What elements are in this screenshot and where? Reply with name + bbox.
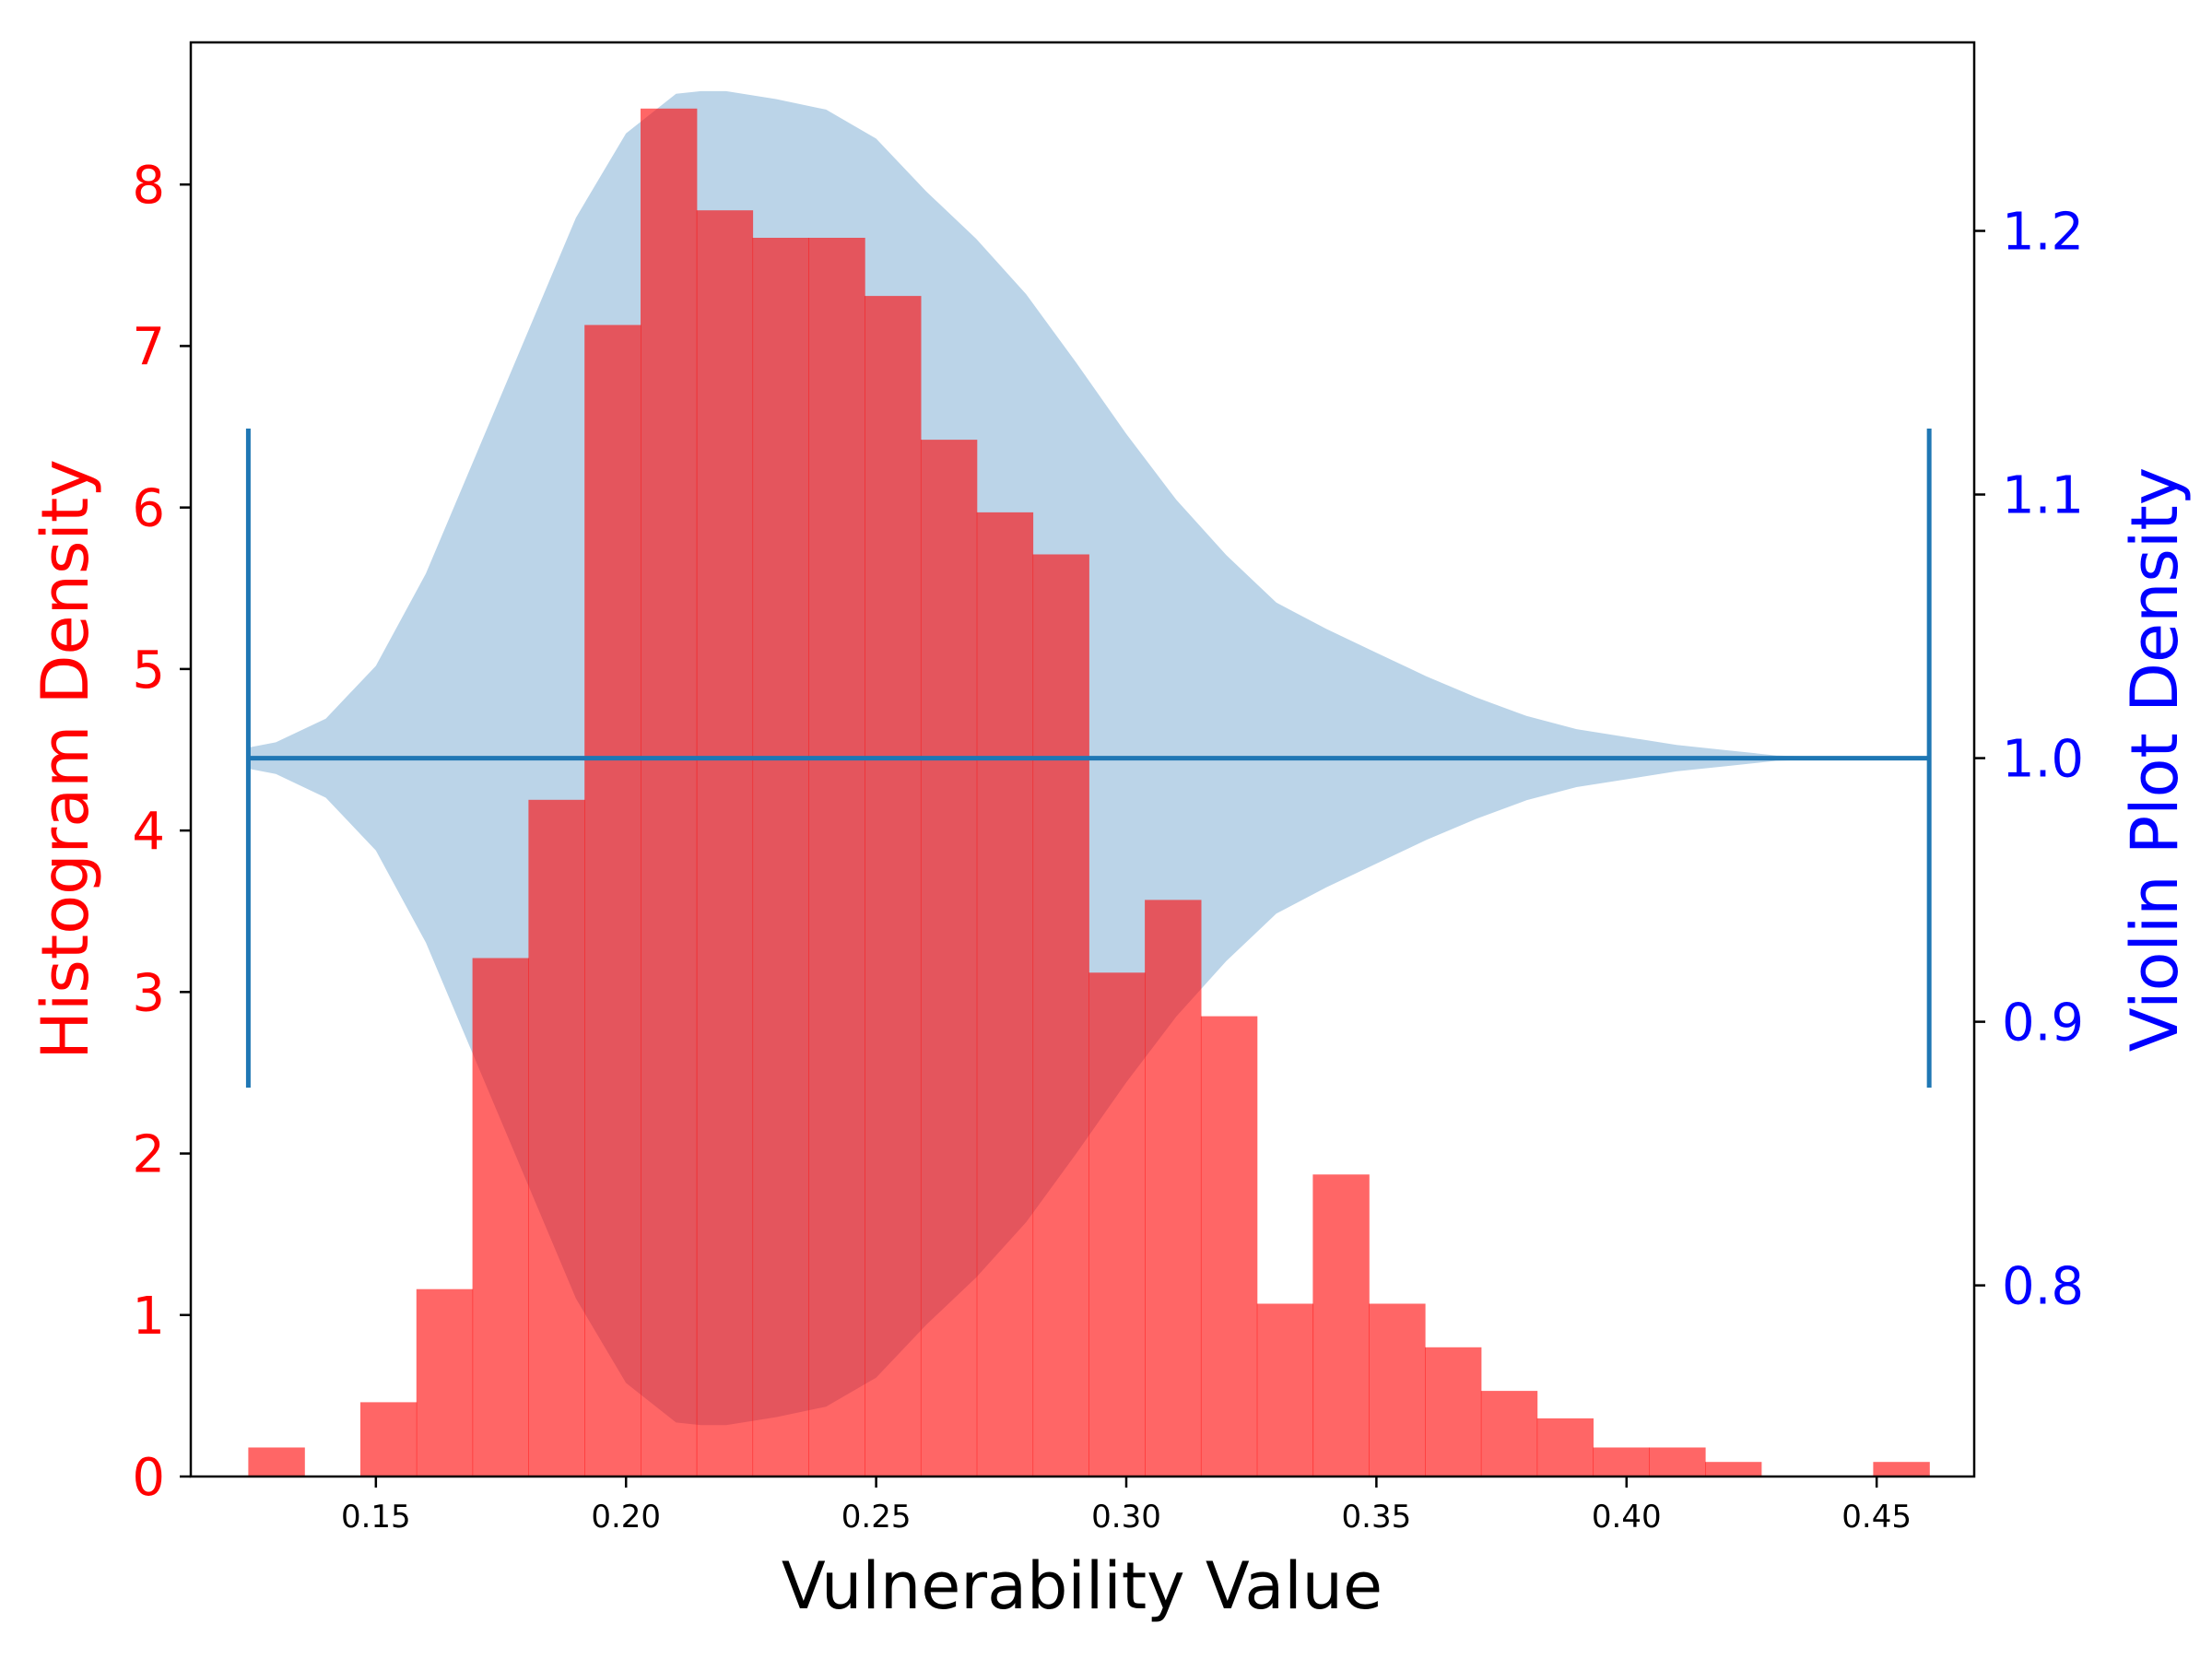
right-tick-label: 1.0 <box>2002 730 2084 790</box>
histogram-bar <box>416 1288 474 1477</box>
histogram-bar <box>248 1447 305 1477</box>
histogram-bar <box>1425 1347 1482 1477</box>
x-axis-label: Vulnerability Value <box>782 1548 1382 1624</box>
x-tick-label: 0.45 <box>1841 1499 1912 1535</box>
left-tick-label: 6 <box>132 479 165 539</box>
histogram-bar <box>584 324 641 1477</box>
x-tick-label: 0.35 <box>1342 1499 1412 1535</box>
right-tick-label: 0.9 <box>2002 994 2084 1053</box>
histogram-bar <box>1200 1016 1258 1477</box>
right-tick-label: 1.2 <box>2002 203 2084 263</box>
left-tick-label: 7 <box>132 317 165 377</box>
x-tick-label: 0.20 <box>591 1499 661 1535</box>
left-tick-label: 0 <box>132 1448 165 1508</box>
histogram-bar <box>1256 1303 1314 1477</box>
left-tick-label: 3 <box>132 963 165 1023</box>
histogram-bar <box>752 238 809 1477</box>
histogram-bar <box>1705 1462 1762 1477</box>
x-tick-label: 0.40 <box>1592 1499 1662 1535</box>
histogram-bar <box>1536 1418 1594 1477</box>
histogram-bar <box>1649 1447 1706 1477</box>
histogram-bar <box>865 296 922 1477</box>
right-tick-label: 0.8 <box>2002 1257 2084 1317</box>
histogram-bar <box>1369 1303 1426 1477</box>
histogram-bar <box>1145 900 1202 1477</box>
histogram-bar <box>528 799 585 1477</box>
right-tick-label: 1.1 <box>2002 466 2084 526</box>
histogram-layer <box>248 108 1930 1477</box>
left-tick-label: 2 <box>132 1125 165 1185</box>
histogram-bar <box>472 958 529 1477</box>
histogram-bar <box>920 440 978 1477</box>
left-axis-label: Histogram Density <box>28 459 103 1060</box>
histogram-bar <box>1312 1174 1370 1477</box>
histogram-bar <box>1480 1391 1538 1477</box>
histogram-bar <box>1032 554 1089 1477</box>
x-tick-label: 0.25 <box>841 1499 912 1535</box>
x-tick-label: 0.30 <box>1091 1499 1161 1535</box>
histogram-bar <box>1088 972 1146 1477</box>
right-axis-label: Violin Plot Density <box>2117 467 2193 1052</box>
y-left-ticks: 0 1 2 3 4 5 6 7 8 <box>132 156 191 1508</box>
histogram-bar <box>641 108 698 1477</box>
left-tick-label: 1 <box>132 1287 165 1347</box>
left-tick-label: 5 <box>132 641 165 700</box>
histogram-bar <box>808 238 865 1477</box>
x-ticks: 0.15 0.20 0.25 0.30 0.35 0.40 0.45 <box>341 1477 1912 1535</box>
left-tick-label: 4 <box>132 802 165 862</box>
histogram-bar <box>696 210 754 1477</box>
histogram-bar <box>360 1402 418 1477</box>
y-right-ticks: 0.8 0.9 1.0 1.1 1.2 <box>1974 203 2084 1317</box>
left-tick-label: 8 <box>132 156 165 216</box>
x-tick-label: 0.15 <box>341 1499 411 1535</box>
histogram-bar <box>976 512 1034 1477</box>
histogram-bar <box>1593 1447 1650 1477</box>
plot-frame <box>189 41 1976 1478</box>
violin-lines <box>245 429 1932 1088</box>
histogram-bar <box>1873 1462 1930 1477</box>
